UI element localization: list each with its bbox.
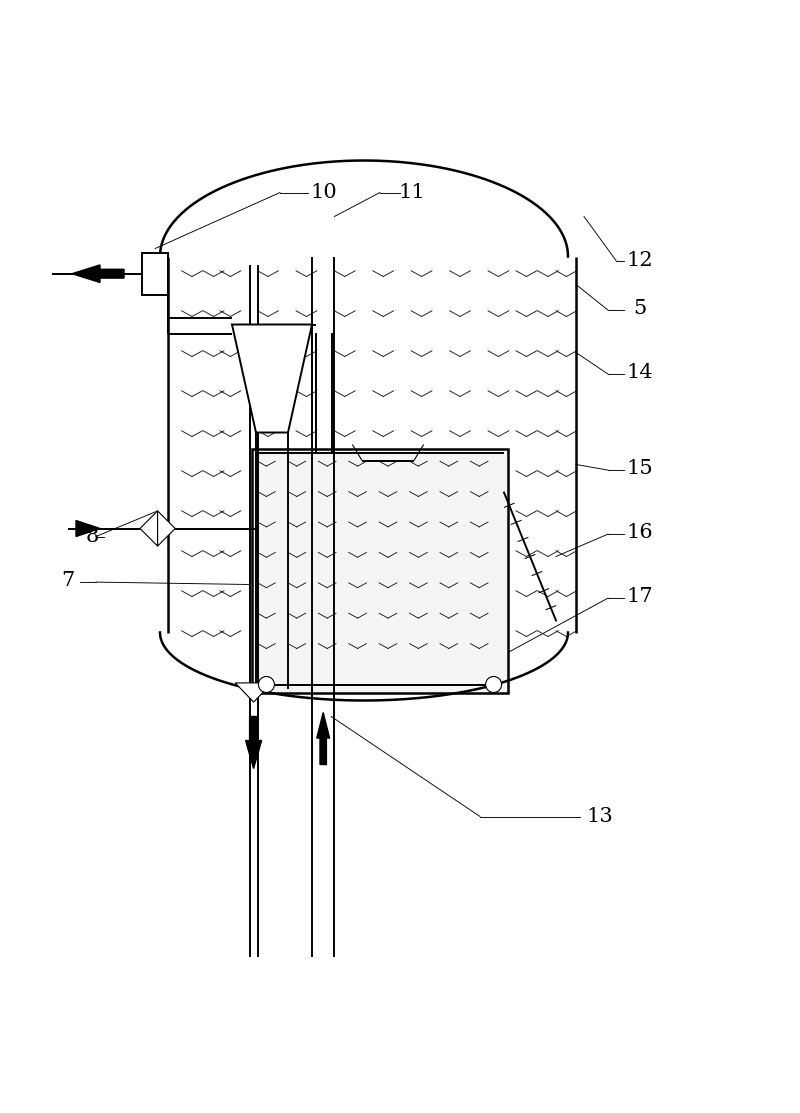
Bar	[142, 253, 168, 295]
Text: 10: 10	[310, 183, 338, 201]
Polygon shape	[140, 511, 158, 546]
Text: 11: 11	[398, 183, 426, 201]
Polygon shape	[232, 325, 312, 433]
FancyArrow shape	[246, 717, 262, 768]
Circle shape	[258, 677, 274, 692]
Text: 12: 12	[626, 252, 654, 270]
Polygon shape	[158, 511, 175, 546]
Text: 16: 16	[626, 523, 654, 542]
Text: 8: 8	[86, 526, 98, 546]
Polygon shape	[235, 683, 272, 702]
FancyArrow shape	[317, 712, 330, 765]
Text: 13: 13	[586, 807, 614, 826]
Text: 5: 5	[634, 299, 646, 318]
FancyArrow shape	[72, 265, 124, 283]
Text: 17: 17	[626, 587, 654, 605]
Text: 7: 7	[62, 571, 74, 590]
Text: 14: 14	[626, 363, 654, 382]
Bar	[252, 449, 508, 692]
FancyArrow shape	[76, 521, 100, 536]
Circle shape	[486, 677, 502, 692]
Text: 15: 15	[626, 459, 654, 477]
